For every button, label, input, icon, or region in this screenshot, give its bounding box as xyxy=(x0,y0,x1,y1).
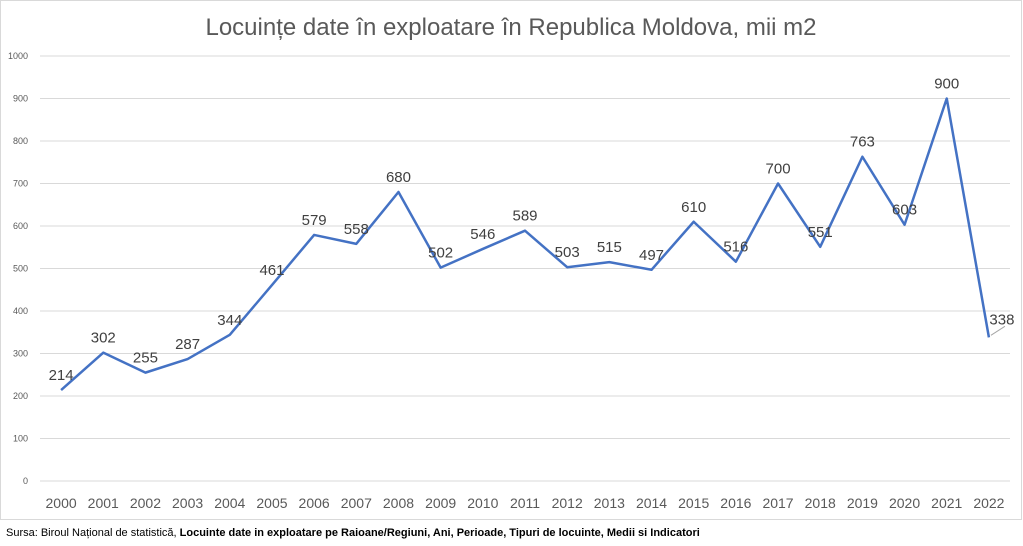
y-axis-tick-labels: 0 100 200 300 400 500 600 700 800 900 1000 xyxy=(8,51,28,486)
source-note: Sursa: Biroul Național de statistică, Lo… xyxy=(6,527,700,539)
x-tick-label: 2001 xyxy=(88,495,119,511)
data-label: 502 xyxy=(428,245,453,262)
y-tick-label: 800 xyxy=(13,136,28,146)
y-tick-label: 0 xyxy=(23,476,28,486)
y-tick-label: 600 xyxy=(13,221,28,231)
x-tick-label: 2009 xyxy=(425,495,456,511)
x-tick-label: 2000 xyxy=(46,495,77,511)
chart-title: Locuințe date în exploatare în Republica… xyxy=(205,14,817,41)
x-tick-label: 2003 xyxy=(172,495,203,511)
data-label: 503 xyxy=(555,244,580,261)
y-tick-label: 100 xyxy=(13,434,28,444)
x-tick-label: 2022 xyxy=(973,495,1004,511)
y-tick-label: 300 xyxy=(13,349,28,359)
data-label: 900 xyxy=(934,76,959,93)
x-tick-label: 2002 xyxy=(130,495,161,511)
x-tick-label: 2018 xyxy=(805,495,836,511)
data-label: 589 xyxy=(512,208,537,225)
data-label: 338 xyxy=(989,311,1014,328)
y-tick-label: 500 xyxy=(13,264,28,274)
data-label: 515 xyxy=(597,239,622,256)
source-prefix: Sursa: Biroul Național de statistică, xyxy=(6,527,180,539)
data-label: 344 xyxy=(217,312,242,329)
x-axis-tick-labels: 2000 2001 2002 2003 2004 2005 2006 2007 2008 2009… xyxy=(46,495,1005,511)
y-tick-label: 200 xyxy=(13,391,28,401)
x-tick-label: 2008 xyxy=(383,495,414,511)
data-labels: 214 302 255 287 344 461 579 558 680 502 546 589 503 5… xyxy=(49,76,1015,385)
leader-line xyxy=(990,325,1006,336)
x-tick-label: 2005 xyxy=(256,495,287,511)
data-label: 680 xyxy=(386,169,411,186)
x-tick-label: 2020 xyxy=(889,495,920,511)
data-label: 551 xyxy=(808,224,833,241)
x-tick-label: 2014 xyxy=(636,495,667,511)
data-label: 546 xyxy=(470,226,495,243)
data-label: 214 xyxy=(49,367,74,384)
y-tick-label: 400 xyxy=(13,306,28,316)
y-tick-label: 1000 xyxy=(8,51,28,61)
data-label: 763 xyxy=(850,134,875,151)
series-layer xyxy=(60,97,991,391)
x-tick-label: 2013 xyxy=(594,495,625,511)
data-label: 579 xyxy=(302,212,327,229)
x-tick-label: 2019 xyxy=(847,495,878,511)
x-tick-label: 2021 xyxy=(931,495,962,511)
x-tick-label: 2016 xyxy=(720,495,751,511)
data-label: 287 xyxy=(175,336,200,353)
y-tick-label: 700 xyxy=(13,179,28,189)
x-tick-label: 2006 xyxy=(299,495,330,511)
data-label: 302 xyxy=(91,330,116,347)
x-tick-label: 2010 xyxy=(467,495,498,511)
gridlines xyxy=(40,55,1010,482)
data-label: 558 xyxy=(344,221,369,238)
y-tick-label: 900 xyxy=(13,94,28,104)
x-tick-label: 2017 xyxy=(762,495,793,511)
data-label: 700 xyxy=(766,161,791,178)
series-line xyxy=(60,97,991,391)
source-dataset: Locuinte date in exploatare pe Raioane/R… xyxy=(179,527,700,539)
x-tick-label: 2012 xyxy=(552,495,583,511)
x-tick-label: 2011 xyxy=(510,495,540,511)
data-label: 255 xyxy=(133,350,158,367)
data-label: 603 xyxy=(892,202,917,219)
data-label: 516 xyxy=(723,239,748,256)
data-label: 610 xyxy=(681,199,706,216)
x-tick-label: 2004 xyxy=(214,495,245,511)
data-label: 461 xyxy=(259,262,284,279)
data-label: 497 xyxy=(639,247,664,264)
chart-frame xyxy=(0,0,1022,520)
x-tick-label: 2007 xyxy=(341,495,372,511)
x-tick-label: 2015 xyxy=(678,495,709,511)
